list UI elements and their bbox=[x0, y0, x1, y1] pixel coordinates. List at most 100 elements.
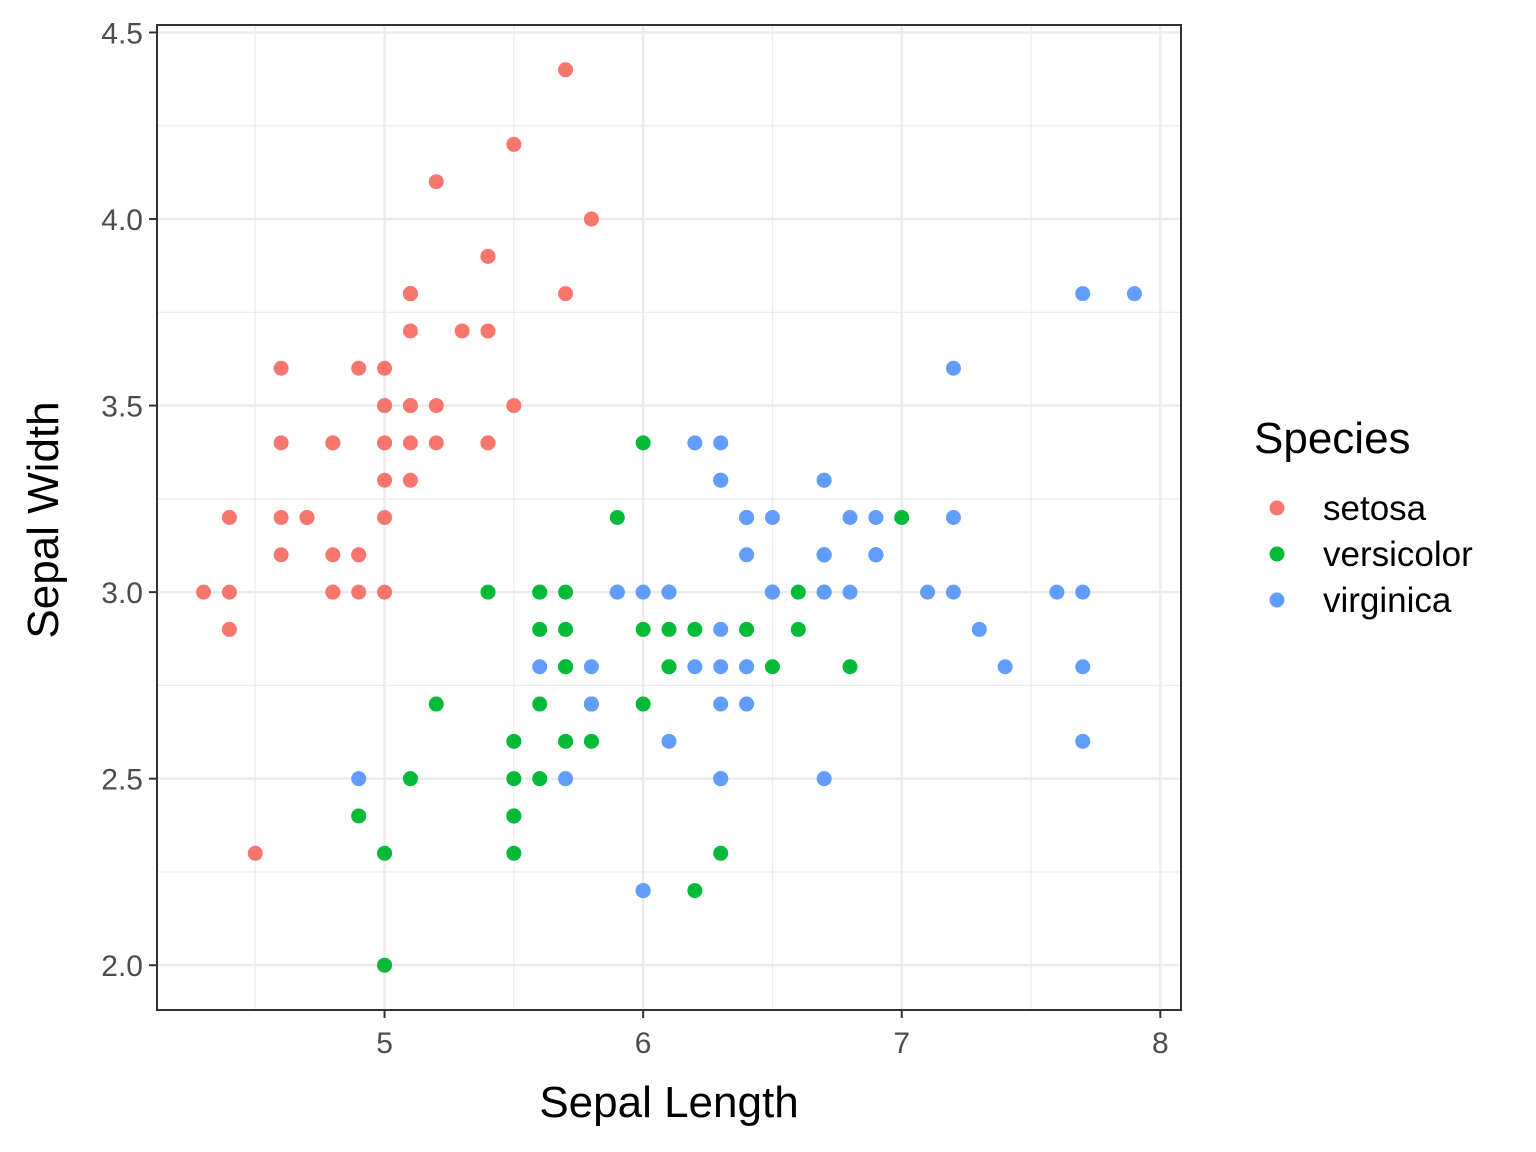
data-point-setosa bbox=[273, 510, 289, 525]
data-point-versicolor bbox=[842, 659, 858, 675]
data-point-setosa bbox=[221, 621, 237, 637]
data-point-setosa bbox=[402, 286, 418, 302]
data-point-setosa bbox=[377, 472, 393, 488]
data-point-virginica bbox=[868, 547, 884, 563]
data-point-virginica bbox=[1075, 286, 1091, 302]
data-point-setosa bbox=[325, 435, 341, 451]
data-point-versicolor bbox=[377, 845, 393, 861]
data-point-virginica bbox=[558, 771, 574, 787]
data-point-virginica bbox=[635, 584, 651, 600]
data-point-virginica bbox=[816, 584, 832, 600]
data-point-versicolor bbox=[558, 733, 574, 749]
data-point-virginica bbox=[713, 435, 729, 451]
data-point-virginica bbox=[945, 510, 961, 525]
data-point-versicolor bbox=[635, 621, 651, 637]
data-point-virginica bbox=[687, 659, 703, 675]
data-point-virginica bbox=[816, 472, 832, 488]
data-point-virginica bbox=[661, 733, 677, 749]
data-point-virginica bbox=[635, 883, 651, 899]
data-point-virginica bbox=[739, 696, 755, 712]
data-point-setosa bbox=[402, 472, 418, 488]
data-point-setosa bbox=[506, 136, 522, 152]
data-point-setosa bbox=[428, 174, 444, 190]
data-point-virginica bbox=[842, 510, 858, 525]
x-tick-label: 6 bbox=[635, 1027, 652, 1060]
data-point-setosa bbox=[558, 286, 574, 302]
data-point-setosa bbox=[583, 211, 599, 227]
data-point-setosa bbox=[221, 510, 237, 525]
data-point-setosa bbox=[273, 360, 289, 376]
data-point-setosa bbox=[377, 584, 393, 600]
data-point-versicolor bbox=[532, 771, 548, 787]
data-point-versicolor bbox=[506, 733, 522, 749]
x-axis-ticks: 5 6 7 8 bbox=[376, 1010, 1169, 1060]
data-point-versicolor bbox=[661, 659, 677, 675]
data-point-virginica bbox=[920, 584, 936, 600]
data-point-virginica bbox=[1075, 584, 1091, 600]
data-point-setosa bbox=[506, 398, 522, 414]
data-point-versicolor bbox=[790, 621, 806, 637]
data-point-virginica bbox=[713, 659, 729, 675]
data-point-versicolor bbox=[558, 584, 574, 600]
data-point-versicolor bbox=[428, 696, 444, 712]
data-point-versicolor bbox=[687, 883, 703, 899]
data-point-versicolor bbox=[351, 808, 367, 824]
x-tick-label: 8 bbox=[1152, 1027, 1169, 1060]
data-point-versicolor bbox=[687, 621, 703, 637]
data-point-versicolor bbox=[894, 510, 910, 525]
y-tick-label: 4.5 bbox=[101, 17, 143, 50]
data-point-versicolor bbox=[532, 621, 548, 637]
data-point-versicolor bbox=[739, 621, 755, 637]
data-point-setosa bbox=[377, 435, 393, 451]
data-point-versicolor bbox=[609, 510, 625, 525]
data-point-setosa bbox=[480, 248, 496, 264]
data-point-virginica bbox=[532, 659, 548, 675]
y-tick-label: 3.5 bbox=[101, 391, 143, 424]
x-axis-title: Sepal Length bbox=[539, 1078, 798, 1127]
data-point-virginica bbox=[764, 584, 780, 600]
data-point-virginica bbox=[713, 472, 729, 488]
data-point-setosa bbox=[402, 323, 418, 339]
legend-key-versicolor bbox=[1269, 546, 1285, 562]
data-point-versicolor bbox=[506, 771, 522, 787]
data-point-virginica bbox=[842, 584, 858, 600]
data-point-versicolor bbox=[377, 957, 393, 973]
y-axis-title: Sepal Width bbox=[19, 401, 68, 638]
data-point-virginica bbox=[997, 659, 1013, 675]
data-point-setosa bbox=[402, 435, 418, 451]
plot-panel bbox=[157, 25, 1181, 1010]
data-point-virginica bbox=[661, 584, 677, 600]
data-point-versicolor bbox=[480, 584, 496, 600]
data-point-setosa bbox=[377, 398, 393, 414]
data-point-virginica bbox=[739, 510, 755, 525]
data-point-versicolor bbox=[402, 771, 418, 787]
data-point-virginica bbox=[1049, 584, 1065, 600]
data-point-virginica bbox=[351, 771, 367, 787]
data-point-virginica bbox=[945, 360, 961, 376]
data-point-versicolor bbox=[635, 696, 651, 712]
data-point-virginica bbox=[1075, 733, 1091, 749]
legend: Species setosa versicolor virginica bbox=[1254, 414, 1473, 620]
data-point-setosa bbox=[480, 323, 496, 339]
data-point-setosa bbox=[428, 398, 444, 414]
data-point-versicolor bbox=[506, 808, 522, 824]
data-point-virginica bbox=[945, 584, 961, 600]
data-point-setosa bbox=[273, 435, 289, 451]
data-points bbox=[196, 62, 1142, 973]
data-point-virginica bbox=[816, 547, 832, 563]
data-point-versicolor bbox=[532, 584, 548, 600]
y-tick-label: 2.5 bbox=[101, 764, 143, 797]
y-tick-label: 2.0 bbox=[101, 950, 143, 983]
data-point-versicolor bbox=[661, 621, 677, 637]
data-point-virginica bbox=[971, 621, 987, 637]
data-point-setosa bbox=[480, 435, 496, 451]
data-point-virginica bbox=[868, 510, 884, 525]
data-point-versicolor bbox=[532, 696, 548, 712]
data-point-setosa bbox=[351, 360, 367, 376]
data-point-setosa bbox=[558, 62, 574, 78]
data-point-setosa bbox=[325, 584, 341, 600]
data-point-virginica bbox=[764, 510, 780, 525]
data-point-versicolor bbox=[506, 845, 522, 861]
data-point-setosa bbox=[273, 547, 289, 563]
legend-label-versicolor: versicolor bbox=[1323, 535, 1473, 574]
